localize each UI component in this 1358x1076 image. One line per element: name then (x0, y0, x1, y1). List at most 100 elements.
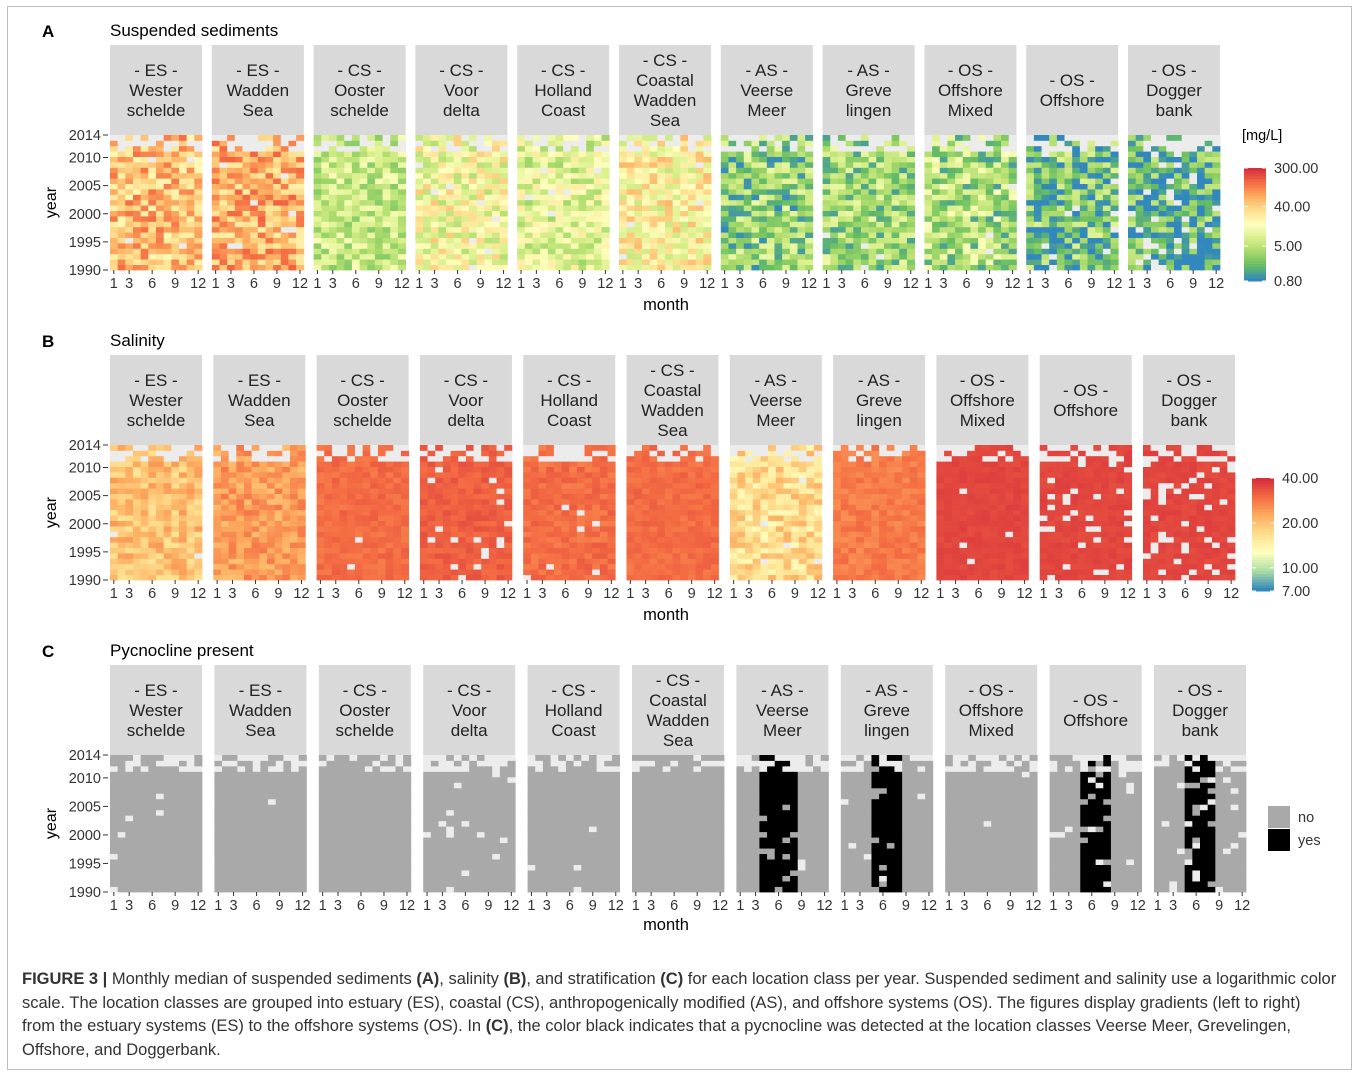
heat-cell (234, 253, 243, 260)
heat-cell (186, 482, 195, 489)
heat-cell (766, 205, 775, 211)
heat-cell (242, 183, 251, 190)
heat-cell (110, 499, 119, 505)
heat-cell (578, 178, 587, 184)
heat-cell (728, 226, 737, 233)
heat-cell (751, 145, 760, 152)
legend-gradient-step (1244, 184, 1266, 189)
heat-cell (1056, 205, 1065, 211)
heat-cell (695, 140, 704, 147)
heat-cell (390, 162, 399, 168)
heat-cell (962, 243, 971, 249)
heat-cell (743, 172, 752, 179)
heat-cell (220, 455, 230, 462)
heat-cell (538, 547, 547, 554)
heat-cell (688, 140, 697, 147)
heat-cell (1158, 243, 1167, 249)
heat-cell (211, 156, 220, 163)
heat-cell (450, 450, 459, 457)
heat-cell (736, 167, 745, 174)
heat-cell (400, 482, 409, 489)
heat-cell (891, 237, 900, 244)
heat-cell (766, 226, 775, 233)
heat-cell (186, 243, 195, 249)
heat-cell (1049, 205, 1058, 211)
heat-cell (517, 232, 526, 238)
heat-cell (680, 178, 689, 184)
heat-cell (469, 259, 478, 265)
heat-cell (133, 194, 142, 201)
heat-cell (672, 183, 681, 190)
heat-cell (390, 259, 399, 265)
heat-cell (415, 232, 424, 238)
heat-cell (125, 221, 134, 228)
heat-cell (592, 569, 601, 575)
heat-cell (822, 199, 831, 206)
heat-cell (1102, 221, 1111, 228)
heat-cell (347, 553, 356, 559)
heat-cell (423, 243, 432, 249)
heat-cell (194, 493, 203, 500)
heat-cell (377, 509, 386, 516)
heat-cell (362, 563, 371, 570)
heat-cell (970, 178, 979, 184)
heat-cell (736, 199, 745, 206)
heat-cell (578, 194, 587, 201)
heat-cell (351, 221, 360, 228)
heat-cell (265, 253, 274, 260)
heat-cell (339, 499, 348, 505)
heat-cell (1110, 140, 1119, 147)
heat-cell (1110, 243, 1119, 249)
heat-cell (354, 574, 363, 581)
heat-cell (805, 259, 814, 265)
heat-cell (423, 140, 432, 147)
heat-cell (289, 455, 299, 462)
heat-cell (759, 199, 768, 206)
heat-cell (442, 509, 451, 516)
heat-cell (570, 216, 579, 222)
heat-cell (140, 135, 149, 141)
heat-cell (148, 194, 157, 201)
heat-cell (860, 237, 869, 244)
heat-cell (774, 264, 783, 271)
heat-cell (751, 162, 760, 168)
heat-cell (140, 569, 149, 575)
legend-gradient-step (1244, 168, 1266, 172)
heat-cell (117, 504, 126, 511)
heat-cell (1087, 135, 1096, 141)
heat-cell (390, 248, 399, 255)
heat-cell (1197, 216, 1206, 222)
heat-cell (789, 178, 798, 184)
legend-gradient-step (1244, 176, 1266, 180)
heat-cell (243, 488, 253, 494)
heat-cell (110, 547, 119, 554)
legend-gradient-step (1244, 187, 1266, 192)
heat-cell (171, 455, 180, 462)
heat-cell (649, 172, 658, 179)
heat-cell (243, 499, 253, 505)
heat-cell (586, 183, 595, 190)
heat-cell (782, 162, 791, 168)
heat-cell (289, 558, 299, 565)
heat-cell (367, 172, 376, 179)
heat-cell (830, 205, 839, 211)
heat-cell (619, 205, 628, 211)
heat-cell (593, 183, 602, 190)
heat-cell (720, 189, 729, 195)
heat-cell (688, 264, 697, 271)
heat-cell (461, 162, 470, 168)
heat-cell (461, 183, 470, 190)
x-tick-label: 12 (190, 586, 206, 602)
heat-cell (601, 232, 610, 238)
heat-cell (484, 167, 493, 174)
heat-cell (932, 259, 941, 265)
heat-cell (370, 509, 379, 516)
heat-cell (163, 221, 172, 228)
heat-cell (377, 482, 386, 489)
heat-cell (853, 167, 862, 174)
heat-cell (634, 259, 643, 265)
heat-cell (939, 264, 948, 271)
heat-cell (243, 515, 253, 521)
heat-cell (962, 167, 971, 174)
heat-cell (1041, 135, 1050, 141)
